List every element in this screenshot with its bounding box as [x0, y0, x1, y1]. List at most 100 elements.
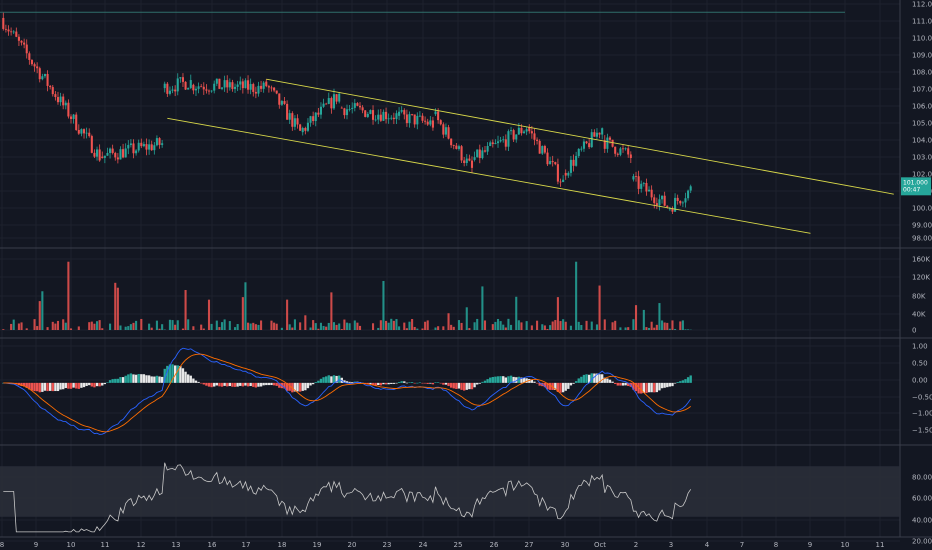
candle [260, 80, 263, 93]
candle [62, 93, 65, 110]
macd-histogram-bar [25, 382, 28, 388]
candle-body [98, 149, 101, 161]
candle-body [499, 140, 502, 142]
candle-body [676, 197, 679, 201]
candle-body [496, 141, 500, 144]
candle [286, 100, 289, 120]
candle [551, 155, 554, 167]
candle [119, 146, 122, 160]
macd-histogram-bar [395, 382, 398, 384]
candle-body [161, 143, 164, 145]
candle-body [418, 115, 421, 117]
volume-bar [210, 323, 213, 330]
candle-body [348, 109, 351, 110]
x-axis-tick-label: 24 [419, 541, 428, 549]
volume-bar [580, 325, 583, 330]
volume-bar [554, 320, 557, 330]
candle-body [512, 130, 515, 140]
volume-bar [559, 321, 562, 330]
candle [288, 109, 291, 125]
y-axis-tick-label: −1.50 [912, 427, 932, 435]
candle-body [627, 148, 630, 155]
macd-histogram-bar [538, 382, 541, 386]
macd-histogram-bar [619, 382, 622, 386]
macd-histogram-bar [309, 382, 312, 386]
macd-histogram-bar [673, 382, 677, 384]
candle-body [2, 17, 5, 29]
macd-histogram-bar [468, 382, 471, 390]
candle [525, 126, 528, 136]
candle-body [270, 87, 273, 89]
candle-body [679, 200, 682, 204]
candle [335, 94, 338, 105]
volume-bar [90, 321, 93, 330]
candle-body [637, 176, 640, 189]
x-axis-tick-label: 9 [808, 541, 812, 549]
candle [470, 156, 474, 173]
candle [483, 145, 487, 153]
candle [496, 135, 500, 148]
candle [77, 124, 80, 135]
macd-histogram-bar [390, 382, 393, 384]
candle-body [528, 127, 531, 132]
macd-histogram-bar [496, 376, 500, 383]
volume-bar [481, 286, 484, 330]
x-axis-tick-label: 3 [669, 541, 673, 549]
candle [338, 92, 341, 104]
candle-body [619, 148, 622, 155]
candle-body [252, 84, 255, 92]
candle-body [12, 31, 15, 33]
y-axis-tick-label: 40K [912, 311, 926, 319]
candle [491, 139, 494, 148]
macd-histogram-bar [207, 382, 211, 387]
candle [478, 144, 481, 164]
macd-histogram-bar [645, 382, 648, 394]
y-axis-tick-label: −0.50 [912, 394, 932, 402]
y-axis-tick-label: 105.00 [912, 120, 932, 128]
macd-histogram-bar [215, 382, 218, 386]
candle [398, 107, 401, 121]
y-axis-tick-label: 120K [912, 274, 930, 282]
candle [291, 111, 294, 131]
candle-body [533, 133, 536, 140]
volume-bar [340, 329, 343, 330]
candle-body [494, 143, 497, 145]
volume-bar [158, 328, 161, 330]
candle-body [95, 149, 99, 157]
candle-body [69, 116, 73, 119]
volume-bar [450, 324, 453, 330]
macd-histogram-bar [481, 381, 484, 383]
volume-bar [371, 323, 375, 330]
macd-histogram-bar [254, 382, 258, 388]
volume-bar [653, 327, 656, 330]
candle [187, 87, 190, 90]
candle [444, 123, 447, 137]
volume-bar [658, 303, 661, 330]
candle-body [470, 160, 474, 168]
macd-histogram-bar [226, 382, 229, 387]
macd-histogram-bar [452, 382, 455, 389]
candle-body [546, 152, 549, 165]
candle [150, 140, 153, 151]
macd-histogram-bar [507, 376, 510, 383]
candle [499, 136, 502, 143]
macd-histogram-bar [46, 382, 49, 392]
macd-histogram-bar [647, 382, 651, 393]
macd-histogram-bar [267, 382, 271, 386]
candle [142, 141, 145, 148]
candle [43, 73, 47, 79]
candle-body [520, 127, 523, 134]
volume-bar [77, 326, 80, 330]
candle [103, 155, 106, 164]
candle [140, 138, 143, 149]
volume-bar [17, 323, 20, 330]
candle-body [239, 81, 242, 85]
candle [650, 185, 653, 201]
candle-body [624, 148, 627, 150]
candle-body [127, 145, 130, 149]
volume-bar [252, 322, 255, 330]
candle [606, 133, 609, 153]
candle-body [174, 89, 177, 92]
candle-body [489, 142, 492, 146]
